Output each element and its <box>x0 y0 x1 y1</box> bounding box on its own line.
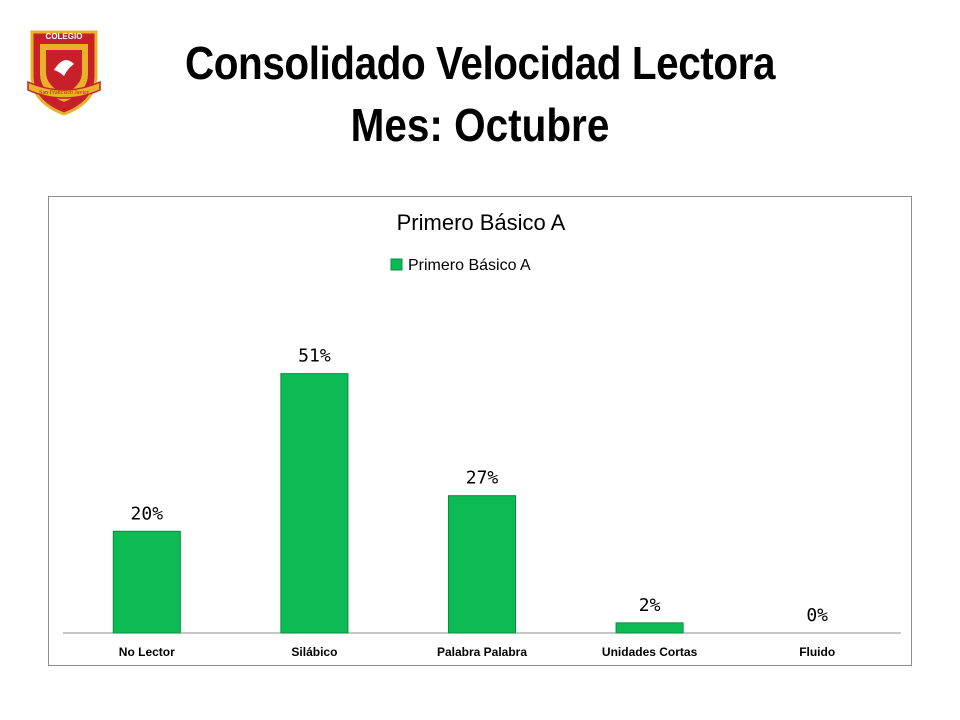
data-label-0: 20% <box>131 503 164 524</box>
legend-swatch <box>390 258 403 271</box>
data-label-3: 2% <box>639 595 661 616</box>
bar-chart: Primero Básico A Primero Básico A 20% 51%… <box>63 210 901 659</box>
logo-top-text: COLEGIO <box>46 32 83 41</box>
x-tick-label-0: No Lector <box>119 645 175 659</box>
legend: Primero Básico A <box>390 257 531 274</box>
x-tick-label-1: Silábico <box>291 645 337 659</box>
x-tick-label-4: Fluido <box>799 645 835 659</box>
x-tick-label-2: Palabra Palabra <box>437 645 527 659</box>
page-subtitle: Mes: Octubre <box>350 99 610 151</box>
bar-2 <box>447 495 517 634</box>
data-label-4: 0% <box>806 605 828 626</box>
data-label-1: 51% <box>298 346 331 367</box>
bar-1 <box>280 373 349 634</box>
data-label-2: 27% <box>466 468 499 489</box>
logo-ribbon-text: San Francisco Javier <box>39 90 89 96</box>
page-title: Consolidado Velocidad Lectora <box>184 37 776 89</box>
school-crest-logo: COLEGIO San Francisco Javier <box>27 30 101 116</box>
bar-0 <box>112 530 181 634</box>
bar-3 <box>615 622 684 634</box>
x-tick-label-3: Unidades Cortas <box>602 645 698 659</box>
legend-label: Primero Básico A <box>408 257 531 274</box>
chart-title: Primero Básico A <box>397 210 566 235</box>
chart-frame: Primero Básico A Primero Básico A 20% 51%… <box>48 196 912 666</box>
